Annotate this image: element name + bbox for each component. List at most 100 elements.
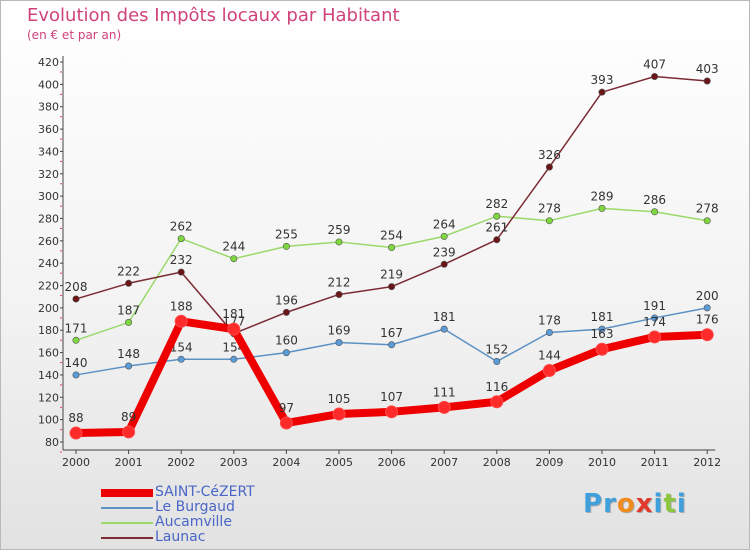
data-label: 107 xyxy=(380,390,403,404)
data-point xyxy=(440,232,448,240)
data-point xyxy=(230,355,238,363)
y-tick-label: 80 xyxy=(45,436,59,449)
y-tick-label: 280 xyxy=(38,212,59,225)
data-label: 289 xyxy=(591,189,614,203)
data-point xyxy=(595,342,609,356)
data-point xyxy=(282,308,290,316)
data-label: 286 xyxy=(643,193,666,207)
y-tick-label: 180 xyxy=(38,324,59,337)
chart-title: Evolution des Impôts locaux par Habitant xyxy=(27,5,400,26)
data-label: 148 xyxy=(117,347,140,361)
data-point xyxy=(700,328,714,342)
data-label: 88 xyxy=(68,411,83,425)
y-tick-label: 420 xyxy=(38,56,59,69)
data-label: 196 xyxy=(275,293,298,307)
data-label: 89 xyxy=(121,410,136,424)
x-tick-label: 2003 xyxy=(220,456,248,469)
y-tick-label: 360 xyxy=(38,123,59,136)
data-point xyxy=(440,260,448,268)
data-point xyxy=(335,290,343,298)
axes: 80 100 120 140 160 180 200 220 240 260 280 300 320 34… xyxy=(38,56,721,469)
logo-letter: P xyxy=(583,489,604,519)
data-label: 181 xyxy=(433,310,456,324)
data-label: 154 xyxy=(170,340,193,354)
series-line xyxy=(75,75,708,335)
data-label: 232 xyxy=(170,253,193,267)
data-point xyxy=(230,255,238,263)
legend-swatch xyxy=(101,537,153,539)
data-label: 97 xyxy=(279,401,294,415)
y-tick-label: 240 xyxy=(38,257,59,270)
legend-swatch xyxy=(101,522,153,524)
data-point xyxy=(388,244,396,252)
x-tick-label: 2010 xyxy=(588,456,616,469)
data-point xyxy=(282,242,290,250)
series-aucamville: 171 187 262 244 255 259 254 264 282 278 289 286 278 xyxy=(65,189,719,344)
data-point xyxy=(388,341,396,349)
data-point xyxy=(72,371,80,379)
data-label: 403 xyxy=(696,62,719,76)
data-label: 187 xyxy=(117,303,140,317)
data-point xyxy=(279,416,293,430)
data-label: 169 xyxy=(328,324,351,338)
data-label: 262 xyxy=(170,220,193,234)
x-tick-label: 2004 xyxy=(272,456,300,469)
data-label: 181 xyxy=(591,310,614,324)
data-point xyxy=(703,217,711,225)
legend-label: Aucamville xyxy=(155,514,232,530)
legend-swatch xyxy=(101,489,153,497)
data-point xyxy=(440,325,448,333)
logo-letter: x xyxy=(635,489,654,519)
data-point xyxy=(125,318,133,326)
data-point xyxy=(282,349,290,357)
data-point xyxy=(388,283,396,291)
data-label: 167 xyxy=(380,326,403,340)
data-point xyxy=(493,358,501,366)
data-label: 264 xyxy=(433,217,456,231)
data-label: 407 xyxy=(643,58,666,72)
data-label: 278 xyxy=(538,202,561,216)
y-tick-label: 140 xyxy=(38,369,59,382)
x-tick-label: 2007 xyxy=(430,456,458,469)
data-point xyxy=(651,208,659,216)
data-point xyxy=(227,322,241,336)
proxiti-logo: Proxiti xyxy=(583,489,687,519)
data-label: 326 xyxy=(538,148,561,162)
data-label: 244 xyxy=(222,240,245,254)
data-point xyxy=(598,204,606,212)
data-point xyxy=(651,73,659,81)
data-label: 105 xyxy=(328,392,351,406)
x-tick-label: 2002 xyxy=(167,456,195,469)
data-label: 219 xyxy=(380,268,403,282)
data-label: 152 xyxy=(485,343,508,357)
data-point xyxy=(703,77,711,85)
data-label: 111 xyxy=(433,385,456,399)
logo-letter: i xyxy=(653,489,664,519)
y-tick-label: 260 xyxy=(38,235,59,248)
data-point xyxy=(177,268,185,276)
data-label: 200 xyxy=(696,289,719,303)
legend-label: Launac xyxy=(155,529,206,545)
x-tick-label: 2008 xyxy=(483,456,511,469)
data-label: 178 xyxy=(538,313,561,327)
y-tick-label: 380 xyxy=(38,101,59,114)
legend-label: SAINT-CéZERT xyxy=(155,484,255,500)
y-tick-label: 200 xyxy=(38,302,59,315)
y-tick-label: 120 xyxy=(38,391,59,404)
y-tick-label: 400 xyxy=(38,78,59,91)
data-label: 208 xyxy=(65,280,88,294)
data-point xyxy=(122,425,136,439)
logo-letter: i xyxy=(676,489,687,519)
y-tick-label: 340 xyxy=(38,145,59,158)
legend-swatch xyxy=(101,507,153,509)
data-label: 116 xyxy=(485,380,508,394)
data-point xyxy=(703,304,711,312)
data-label: 239 xyxy=(433,245,456,259)
data-point xyxy=(598,325,606,333)
y-tick-label: 100 xyxy=(38,414,59,427)
x-tick-label: 2011 xyxy=(641,456,669,469)
x-tick-label: 2009 xyxy=(535,456,563,469)
